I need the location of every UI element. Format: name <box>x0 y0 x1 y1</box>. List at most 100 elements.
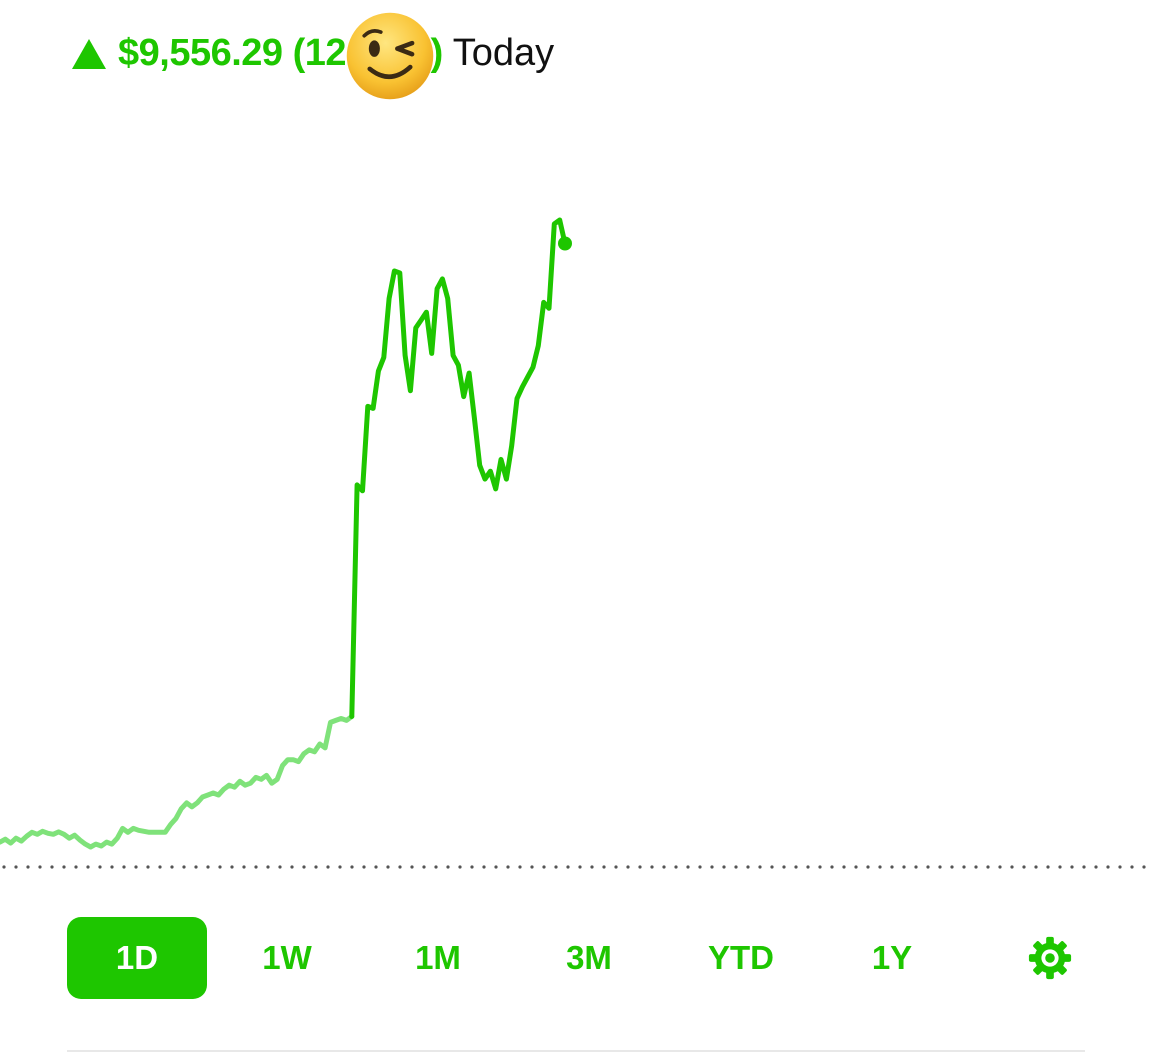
previous-close-dotted-line <box>2 865 1146 869</box>
baseline-dot <box>50 865 54 869</box>
baseline-dot <box>1106 865 1110 869</box>
baseline-dot <box>722 865 726 869</box>
baseline-dot <box>962 865 966 869</box>
price-line-current <box>349 217 568 719</box>
gear-icon[interactable] <box>1027 935 1073 981</box>
winking-face-emoji-icon <box>346 12 434 100</box>
baseline-dot <box>146 865 150 869</box>
baseline-dot <box>662 865 666 869</box>
baseline-dot <box>830 865 834 869</box>
range-1d-button[interactable]: 1D <box>67 917 207 999</box>
range-1w-button[interactable]: 1W <box>262 939 312 976</box>
baseline-dot <box>938 865 942 869</box>
current-price-dot <box>558 236 572 251</box>
baseline-dot <box>218 865 222 869</box>
baseline-dot <box>506 865 510 869</box>
baseline-dot <box>566 865 570 869</box>
baseline-dot <box>422 865 426 869</box>
baseline-dot <box>314 865 318 869</box>
baseline-dot <box>398 865 402 869</box>
up-triangle-icon <box>72 39 106 69</box>
baseline-dot <box>110 865 114 869</box>
baseline-dot <box>602 865 606 869</box>
baseline-dot <box>626 865 630 869</box>
baseline-dot <box>194 865 198 869</box>
baseline-dot <box>2 865 6 869</box>
baseline-dot <box>542 865 546 869</box>
baseline-dot <box>914 865 918 869</box>
baseline-dot <box>842 865 846 869</box>
baseline-dot <box>134 865 138 869</box>
baseline-dot <box>278 865 282 869</box>
baseline-dot <box>362 865 366 869</box>
baseline-dot <box>950 865 954 869</box>
baseline-dot <box>818 865 822 869</box>
baseline-dot <box>806 865 810 869</box>
baseline-dot <box>782 865 786 869</box>
baseline-dot <box>482 865 486 869</box>
baseline-dot <box>710 865 714 869</box>
baseline-dot <box>650 865 654 869</box>
baseline-dot <box>374 865 378 869</box>
baseline-dot <box>746 865 750 869</box>
baseline-dot <box>770 865 774 869</box>
baseline-dot <box>386 865 390 869</box>
baseline-dot <box>674 865 678 869</box>
baseline-dot <box>410 865 414 869</box>
baseline-dot <box>794 865 798 869</box>
baseline-dot <box>326 865 330 869</box>
baseline-dot <box>350 865 354 869</box>
baseline-dot <box>530 865 534 869</box>
baseline-dot <box>230 865 234 869</box>
range-3m-button[interactable]: 3M <box>566 939 612 976</box>
price-line-before <box>0 714 355 850</box>
baseline-dot <box>1034 865 1038 869</box>
baseline-dot <box>1010 865 1014 869</box>
baseline-dot <box>1046 865 1050 869</box>
baseline-dot <box>686 865 690 869</box>
period-label: Today <box>452 31 555 74</box>
baseline-dot <box>974 865 978 869</box>
baseline-dot <box>338 865 342 869</box>
baseline-dot <box>1082 865 1086 869</box>
baseline-dot <box>458 865 462 869</box>
baseline-dot <box>638 865 642 869</box>
baseline-dot <box>1022 865 1026 869</box>
baseline-dot <box>122 865 126 869</box>
baseline-dot <box>290 865 294 869</box>
baseline-dot <box>98 865 102 869</box>
baseline-dot <box>758 865 762 869</box>
baseline-dot <box>446 865 450 869</box>
baseline-dot <box>62 865 66 869</box>
baseline-dot <box>734 865 738 869</box>
baseline-dot <box>1070 865 1074 869</box>
baseline-dot <box>854 865 858 869</box>
baseline-dot <box>158 865 162 869</box>
baseline-dot <box>206 865 210 869</box>
baseline-dot <box>866 865 870 869</box>
baseline-dot <box>26 865 30 869</box>
baseline-dot <box>878 865 882 869</box>
baseline-dot <box>926 865 930 869</box>
price-chart[interactable] <box>0 0 1152 900</box>
baseline-dot <box>698 865 702 869</box>
baseline-dot <box>182 865 186 869</box>
baseline-dot <box>170 865 174 869</box>
baseline-dot <box>986 865 990 869</box>
baseline-dot <box>86 865 90 869</box>
baseline-dot <box>518 865 522 869</box>
range-ytd-button[interactable]: YTD <box>708 939 774 976</box>
range-1m-button[interactable]: 1M <box>415 939 461 976</box>
baseline-dot <box>38 865 42 869</box>
baseline-dot <box>302 865 306 869</box>
baseline-dot <box>1094 865 1098 869</box>
range-1y-button[interactable]: 1Y <box>871 939 913 976</box>
baseline-dot <box>614 865 618 869</box>
baseline-dot <box>902 865 906 869</box>
baseline-dot <box>578 865 582 869</box>
baseline-dot <box>1130 865 1134 869</box>
baseline-dot <box>266 865 270 869</box>
baseline-dot <box>590 865 594 869</box>
baseline-dot <box>554 865 558 869</box>
baseline-dot <box>14 865 18 869</box>
